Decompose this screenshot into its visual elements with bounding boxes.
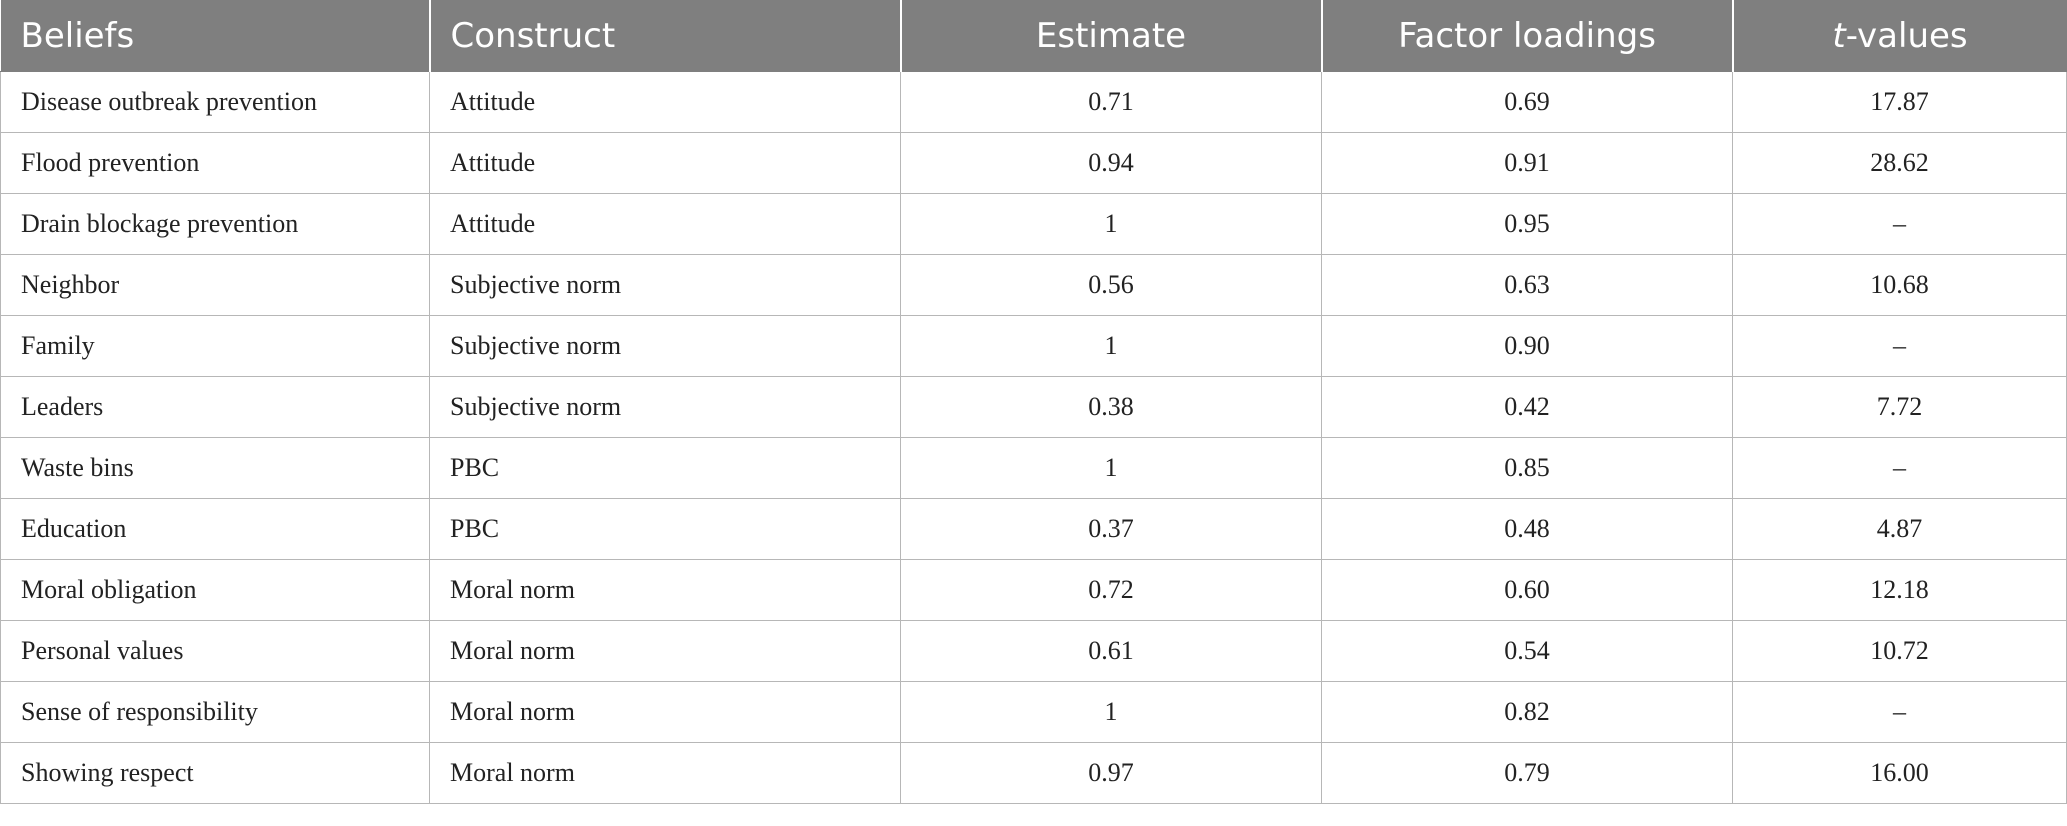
cell-t-values: 12.18 <box>1732 559 2067 621</box>
cell-beliefs: Flood prevention <box>0 132 430 194</box>
table-row: Waste bins PBC 1 0.85– <box>0 437 2067 499</box>
beliefs-table: Beliefs Construct Estimate Factor loadin… <box>0 0 2067 804</box>
cell-beliefs: Personal values <box>0 620 430 682</box>
table-header-row: Beliefs Construct Estimate Factor loadin… <box>0 0 2067 72</box>
cell-beliefs: Leaders <box>0 376 430 438</box>
cell-factor-loadings: 0.54 <box>1321 620 1733 682</box>
cell-estimate: 0.97 <box>900 742 1322 804</box>
cell-construct: Attitude <box>429 71 901 133</box>
cell-t-values: – <box>1732 437 2067 499</box>
cell-factor-loadings: 0.48 <box>1321 498 1733 560</box>
cell-t-values: 7.72 <box>1732 376 2067 438</box>
table-row: Showing respect Moral norm 0.97 0.79 16.00 <box>0 742 2067 804</box>
cell-estimate: 0.37 <box>900 498 1322 560</box>
table-row: Personal values Moral norm 0.61 0.54 10.72 <box>0 620 2067 682</box>
cell-construct: Attitude <box>429 132 901 194</box>
cell-estimate: 0.61 <box>900 620 1322 682</box>
cell-construct: Subjective norm <box>429 254 901 316</box>
cell-beliefs: Sense of responsibility <box>0 681 430 743</box>
table-row: Sense of responsibility Moral norm 1 0.82– <box>0 681 2067 743</box>
cell-estimate: 1 <box>900 315 1322 377</box>
cell-t-values: – <box>1732 681 2067 743</box>
header-t-values-italic: t <box>1832 15 1846 56</box>
table-row: Drain blockage prevention Attitude 1 0.95– <box>0 193 2067 255</box>
table-row: Flood prevention Attitude 0.94 0.91 28.62 <box>0 132 2067 194</box>
cell-factor-loadings: 0.85 <box>1321 437 1733 499</box>
cell-construct: Moral norm <box>429 559 901 621</box>
header-t-values-suffix: -values <box>1845 15 1968 56</box>
header-t-values: t-values <box>1732 0 2067 72</box>
cell-factor-loadings: 0.82 <box>1321 681 1733 743</box>
cell-t-values: 4.87 <box>1732 498 2067 560</box>
header-construct: Construct <box>429 0 902 72</box>
cell-factor-loadings: 0.90 <box>1321 315 1733 377</box>
cell-construct: Moral norm <box>429 681 901 743</box>
cell-beliefs: Waste bins <box>0 437 430 499</box>
cell-construct: PBC <box>429 498 901 560</box>
cell-estimate: 0.38 <box>900 376 1322 438</box>
cell-factor-loadings: 0.63 <box>1321 254 1733 316</box>
cell-estimate: 0.71 <box>900 71 1322 133</box>
cell-beliefs: Family <box>0 315 430 377</box>
cell-construct: PBC <box>429 437 901 499</box>
cell-t-values: 10.72 <box>1732 620 2067 682</box>
cell-factor-loadings: 0.91 <box>1321 132 1733 194</box>
cell-factor-loadings: 0.79 <box>1321 742 1733 804</box>
header-factor-loadings: Factor loadings <box>1321 0 1734 72</box>
header-beliefs: Beliefs <box>0 0 431 72</box>
cell-t-values: 28.62 <box>1732 132 2067 194</box>
cell-estimate: 0.94 <box>900 132 1322 194</box>
cell-beliefs: Drain blockage prevention <box>0 193 430 255</box>
cell-beliefs: Disease outbreak prevention <box>0 71 430 133</box>
table-row: Neighbor Subjective norm 0.56 0.63 10.68 <box>0 254 2067 316</box>
cell-estimate: 1 <box>900 681 1322 743</box>
table-row: Education PBC 0.37 0.48 4.87 <box>0 498 2067 560</box>
cell-t-values: 16.00 <box>1732 742 2067 804</box>
cell-factor-loadings: 0.69 <box>1321 71 1733 133</box>
cell-estimate: 1 <box>900 193 1322 255</box>
cell-construct: Moral norm <box>429 742 901 804</box>
cell-construct: Moral norm <box>429 620 901 682</box>
cell-construct: Attitude <box>429 193 901 255</box>
cell-t-values: 17.87 <box>1732 71 2067 133</box>
cell-t-values: 10.68 <box>1732 254 2067 316</box>
cell-construct: Subjective norm <box>429 376 901 438</box>
header-estimate: Estimate <box>900 0 1323 72</box>
table-row: Leaders Subjective norm 0.38 0.42 7.72 <box>0 376 2067 438</box>
cell-t-values: – <box>1732 315 2067 377</box>
cell-t-values: – <box>1732 193 2067 255</box>
cell-estimate: 0.56 <box>900 254 1322 316</box>
cell-estimate: 0.72 <box>900 559 1322 621</box>
table-row: Disease outbreak prevention Attitude 0.71 0… <box>0 71 2067 133</box>
cell-factor-loadings: 0.60 <box>1321 559 1733 621</box>
cell-beliefs: Education <box>0 498 430 560</box>
table-row: Moral obligation Moral norm 0.72 0.60 12.18 <box>0 559 2067 621</box>
cell-factor-loadings: 0.95 <box>1321 193 1733 255</box>
cell-beliefs: Neighbor <box>0 254 430 316</box>
cell-beliefs: Moral obligation <box>0 559 430 621</box>
cell-beliefs: Showing respect <box>0 742 430 804</box>
cell-factor-loadings: 0.42 <box>1321 376 1733 438</box>
cell-construct: Subjective norm <box>429 315 901 377</box>
cell-estimate: 1 <box>900 437 1322 499</box>
table-row: Family Subjective norm 1 0.90– <box>0 315 2067 377</box>
